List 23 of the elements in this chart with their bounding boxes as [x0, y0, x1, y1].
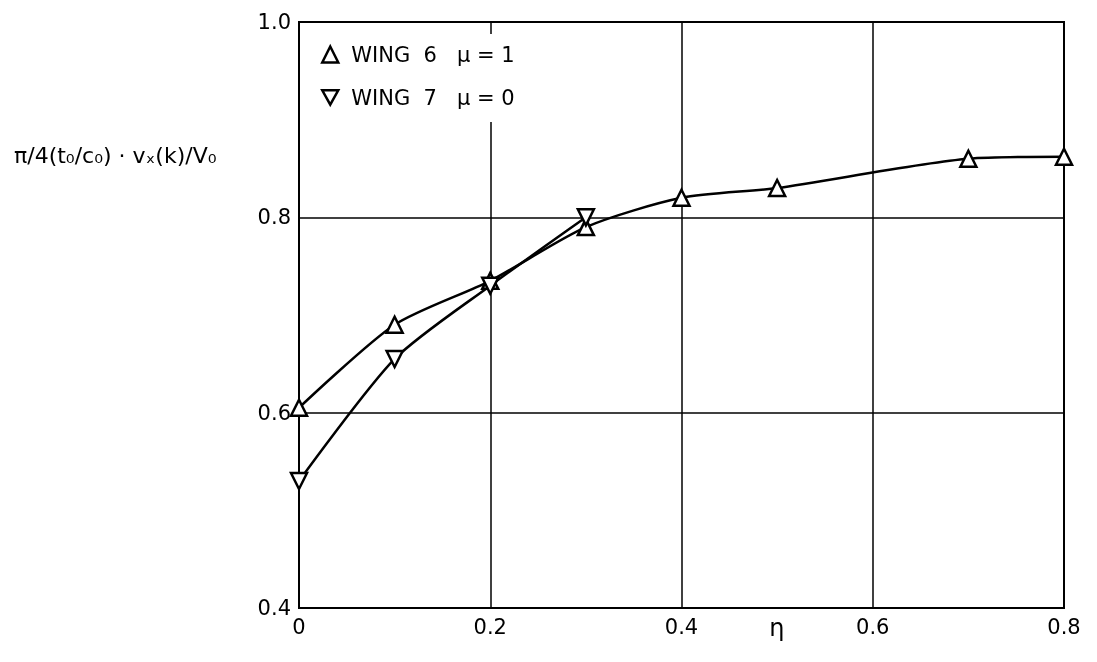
x-axis-title: η — [769, 614, 785, 642]
point — [1054, 147, 1074, 167]
point — [959, 149, 978, 168]
y-axis-title: π/4(t₀/c₀) · vₓ(k)/V₀ — [14, 143, 217, 169]
point — [385, 349, 404, 369]
point — [289, 398, 309, 418]
point — [289, 471, 309, 491]
y-tick-label: 0.4 — [257, 596, 291, 620]
point — [385, 315, 404, 335]
x-tick-label: 0.8 — [1047, 614, 1081, 639]
y-tick-label: 1.0 — [257, 10, 291, 34]
point — [481, 276, 500, 295]
x-tick-label: 0 — [292, 614, 306, 639]
y-tick-label: 0.8 — [257, 205, 291, 230]
legend-label: WING 6 μ = 1 — [351, 42, 515, 67]
legend-label: WING 7 μ = 0 — [351, 85, 515, 110]
point — [576, 208, 596, 227]
x-tick-label: 0.4 — [664, 614, 699, 639]
y-tick-label: 0.6 — [257, 400, 291, 425]
x-tick-label: 0.2 — [473, 614, 507, 639]
point — [767, 178, 787, 198]
x-tick-label: 0.6 — [856, 614, 890, 639]
point — [672, 188, 691, 208]
